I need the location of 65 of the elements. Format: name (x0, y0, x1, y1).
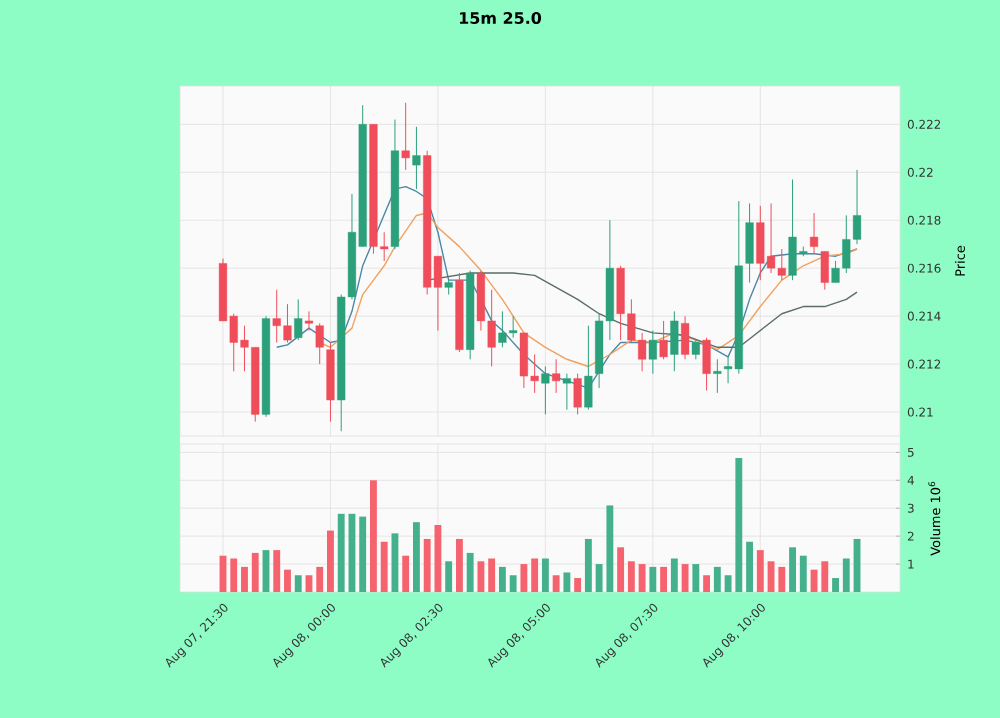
bar (241, 566, 248, 592)
bar (649, 566, 657, 592)
candlestick (401, 102, 410, 171)
candlestick (745, 202, 754, 284)
candlestick (691, 339, 700, 360)
candlestick (412, 126, 421, 190)
bar (520, 564, 528, 592)
bar (370, 480, 377, 592)
bar (799, 555, 807, 592)
bar (498, 566, 506, 592)
bar (703, 575, 711, 592)
candlestick (809, 212, 819, 255)
bar (627, 561, 635, 592)
bar (541, 558, 549, 592)
bar (327, 530, 334, 592)
bar (574, 578, 582, 592)
candlestick (681, 315, 690, 360)
candlestick (584, 325, 593, 411)
bar (466, 552, 474, 592)
bar (756, 550, 764, 592)
candlestick (541, 365, 550, 415)
bar (509, 575, 517, 592)
candlestick (659, 320, 668, 360)
bar (251, 552, 259, 592)
candlestick (552, 358, 561, 394)
bar (789, 547, 796, 592)
candlestick (573, 373, 582, 415)
candlestick (702, 337, 711, 391)
bar (273, 550, 281, 592)
bar (230, 558, 238, 592)
bar (563, 572, 571, 592)
bar (584, 538, 592, 592)
candlestick (670, 310, 679, 372)
candlestick (713, 358, 722, 394)
bar (638, 564, 646, 592)
bar (670, 558, 678, 592)
bar (359, 516, 367, 592)
bar (294, 575, 302, 592)
bar (455, 538, 463, 592)
bar (660, 566, 668, 592)
bar (445, 561, 453, 592)
bar (477, 561, 485, 592)
bar (552, 575, 560, 592)
bar (681, 564, 689, 592)
bar (821, 561, 829, 592)
bar (842, 558, 850, 592)
bar (746, 541, 754, 592)
candlestick (304, 310, 314, 332)
bar (531, 558, 539, 592)
bar (337, 513, 345, 592)
bar (692, 564, 700, 592)
candlestick (294, 298, 303, 341)
bar (402, 555, 410, 592)
candlestick (315, 322, 324, 365)
bar (832, 578, 839, 592)
bar (488, 558, 496, 592)
bar (284, 569, 291, 592)
candlestick (562, 373, 571, 411)
bar (316, 566, 324, 592)
candlestick (820, 250, 829, 291)
bar (713, 566, 721, 592)
bar (617, 547, 625, 592)
candlestick (648, 330, 657, 375)
bar (412, 522, 420, 592)
bar (380, 541, 388, 592)
